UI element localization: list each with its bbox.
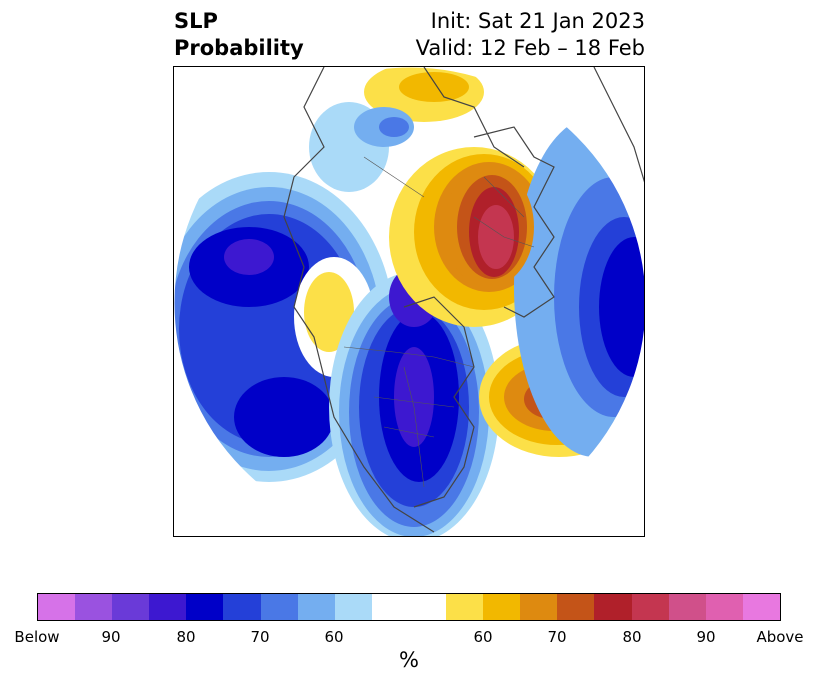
- colorbar-swatch: [297, 594, 335, 620]
- colorbar-swatch: [186, 594, 224, 620]
- colorbar-tick-label: Above: [756, 628, 804, 646]
- colorbar-tick-label: 90: [696, 628, 716, 646]
- colorbar-swatch: [75, 594, 113, 620]
- map-canvas: [174, 67, 644, 536]
- colorbar-tick-label: 90: [101, 628, 121, 646]
- colorbar-swatch: [149, 594, 187, 620]
- colorbar-swatch: [446, 594, 484, 620]
- colorbar-swatch: [223, 594, 261, 620]
- colorbar-swatch: [742, 594, 780, 620]
- title-variable: SLP: [174, 9, 218, 33]
- colorbar-swatch: [38, 594, 76, 620]
- colorbar-swatch: [705, 594, 743, 620]
- polar-map: [173, 66, 645, 537]
- colorbar-swatch: [483, 594, 521, 620]
- valid-range: Valid: 12 Feb – 18 Feb: [415, 36, 645, 60]
- colorbar-tick-label: Below: [14, 628, 60, 646]
- colorbar-swatch: [631, 594, 669, 620]
- probability-fields: [174, 67, 644, 536]
- colorbar-swatch: [668, 594, 706, 620]
- colorbar-swatch: [260, 594, 298, 620]
- colorbar-tick-label: 80: [622, 628, 642, 646]
- colorbar-swatch: [408, 594, 447, 620]
- colorbar-tick-label: 80: [176, 628, 196, 646]
- colorbar-swatch: [520, 594, 558, 620]
- colorbar: [37, 593, 781, 621]
- coastlines: [283, 67, 644, 533]
- colorbar-unit-label: %: [399, 648, 419, 672]
- colorbar-swatch: [112, 594, 150, 620]
- colorbar-tick-label: 60: [324, 628, 344, 646]
- colorbar-swatch: [594, 594, 632, 620]
- map-title: SLP Probability: [174, 8, 304, 62]
- colorbar-tick-label: 60: [473, 628, 493, 646]
- colorbar-tick-label: 70: [250, 628, 270, 646]
- colorbar-swatch: [334, 594, 372, 620]
- map-dates: Init: Sat 21 Jan 2023 Valid: 12 Feb – 18…: [416, 8, 645, 62]
- init-date: Init: Sat 21 Jan 2023: [430, 9, 645, 33]
- colorbar-swatch: [557, 594, 595, 620]
- title-metric: Probability: [174, 36, 304, 60]
- colorbar-tick-label: 70: [547, 628, 567, 646]
- colorbar-swatch: [371, 594, 409, 620]
- borders: [343, 156, 535, 488]
